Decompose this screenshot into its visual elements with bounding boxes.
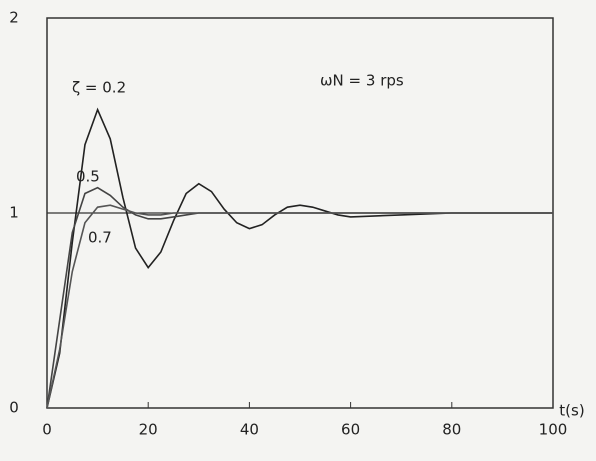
response-line: [46, 186, 553, 409]
y-tick-label: 2: [9, 9, 19, 27]
x-tick-label: 0: [42, 421, 52, 439]
response-line: [46, 204, 553, 409]
annotation: ζ = 0.2: [72, 79, 126, 97]
response-line: [46, 107, 553, 409]
annotation: 0.7: [88, 229, 112, 247]
x-tick-label: 40: [240, 421, 259, 439]
y-tick-label: 1: [9, 204, 19, 222]
annotation: 0.5: [76, 168, 100, 186]
x-axis-label: t(s): [559, 402, 584, 420]
x-tick-label: 80: [442, 421, 461, 439]
x-tick-label: 60: [341, 421, 360, 439]
annotation: ωN = 3 rps: [320, 72, 404, 90]
x-tick-label: 100: [539, 421, 568, 439]
x-tick-label: 20: [139, 421, 158, 439]
y-tick-label: 0: [9, 399, 19, 417]
